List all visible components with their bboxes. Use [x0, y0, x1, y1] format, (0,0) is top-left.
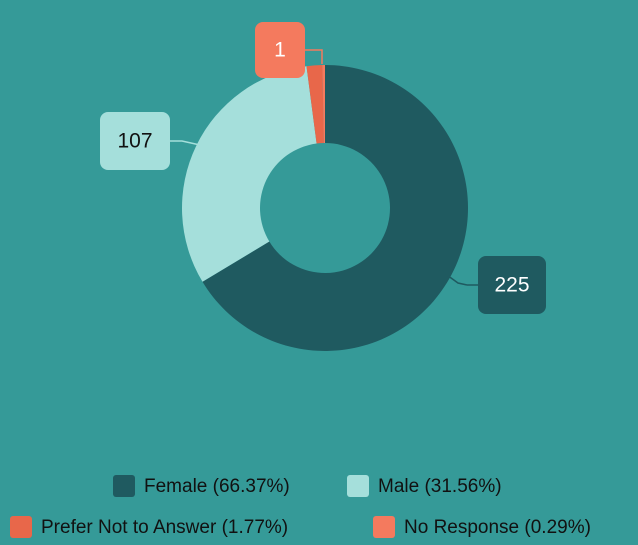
- slice: [322, 65, 325, 144]
- label-box: [100, 112, 170, 170]
- label-box: [478, 256, 546, 314]
- legend-label: Female (66.37%): [144, 476, 290, 497]
- leader-line: [305, 49, 323, 64]
- slice: [306, 65, 324, 144]
- legend-label: Male (31.56%): [378, 476, 502, 497]
- legend-swatch: [113, 475, 135, 497]
- legend-label: No Response (0.29%): [404, 517, 591, 538]
- legend-swatch: [347, 475, 369, 497]
- data-label: 1: [274, 39, 286, 62]
- slice: [202, 65, 469, 352]
- data-label: 225: [494, 274, 529, 297]
- slice: [181, 66, 317, 282]
- legend-swatch: [10, 516, 32, 538]
- data-label: 107: [117, 130, 152, 153]
- legend-label: Prefer Not to Answer (1.77%): [41, 517, 288, 538]
- label-box: [255, 22, 305, 78]
- legend-swatch: [373, 516, 395, 538]
- leader-line: [439, 269, 478, 286]
- leader-line: [170, 140, 201, 146]
